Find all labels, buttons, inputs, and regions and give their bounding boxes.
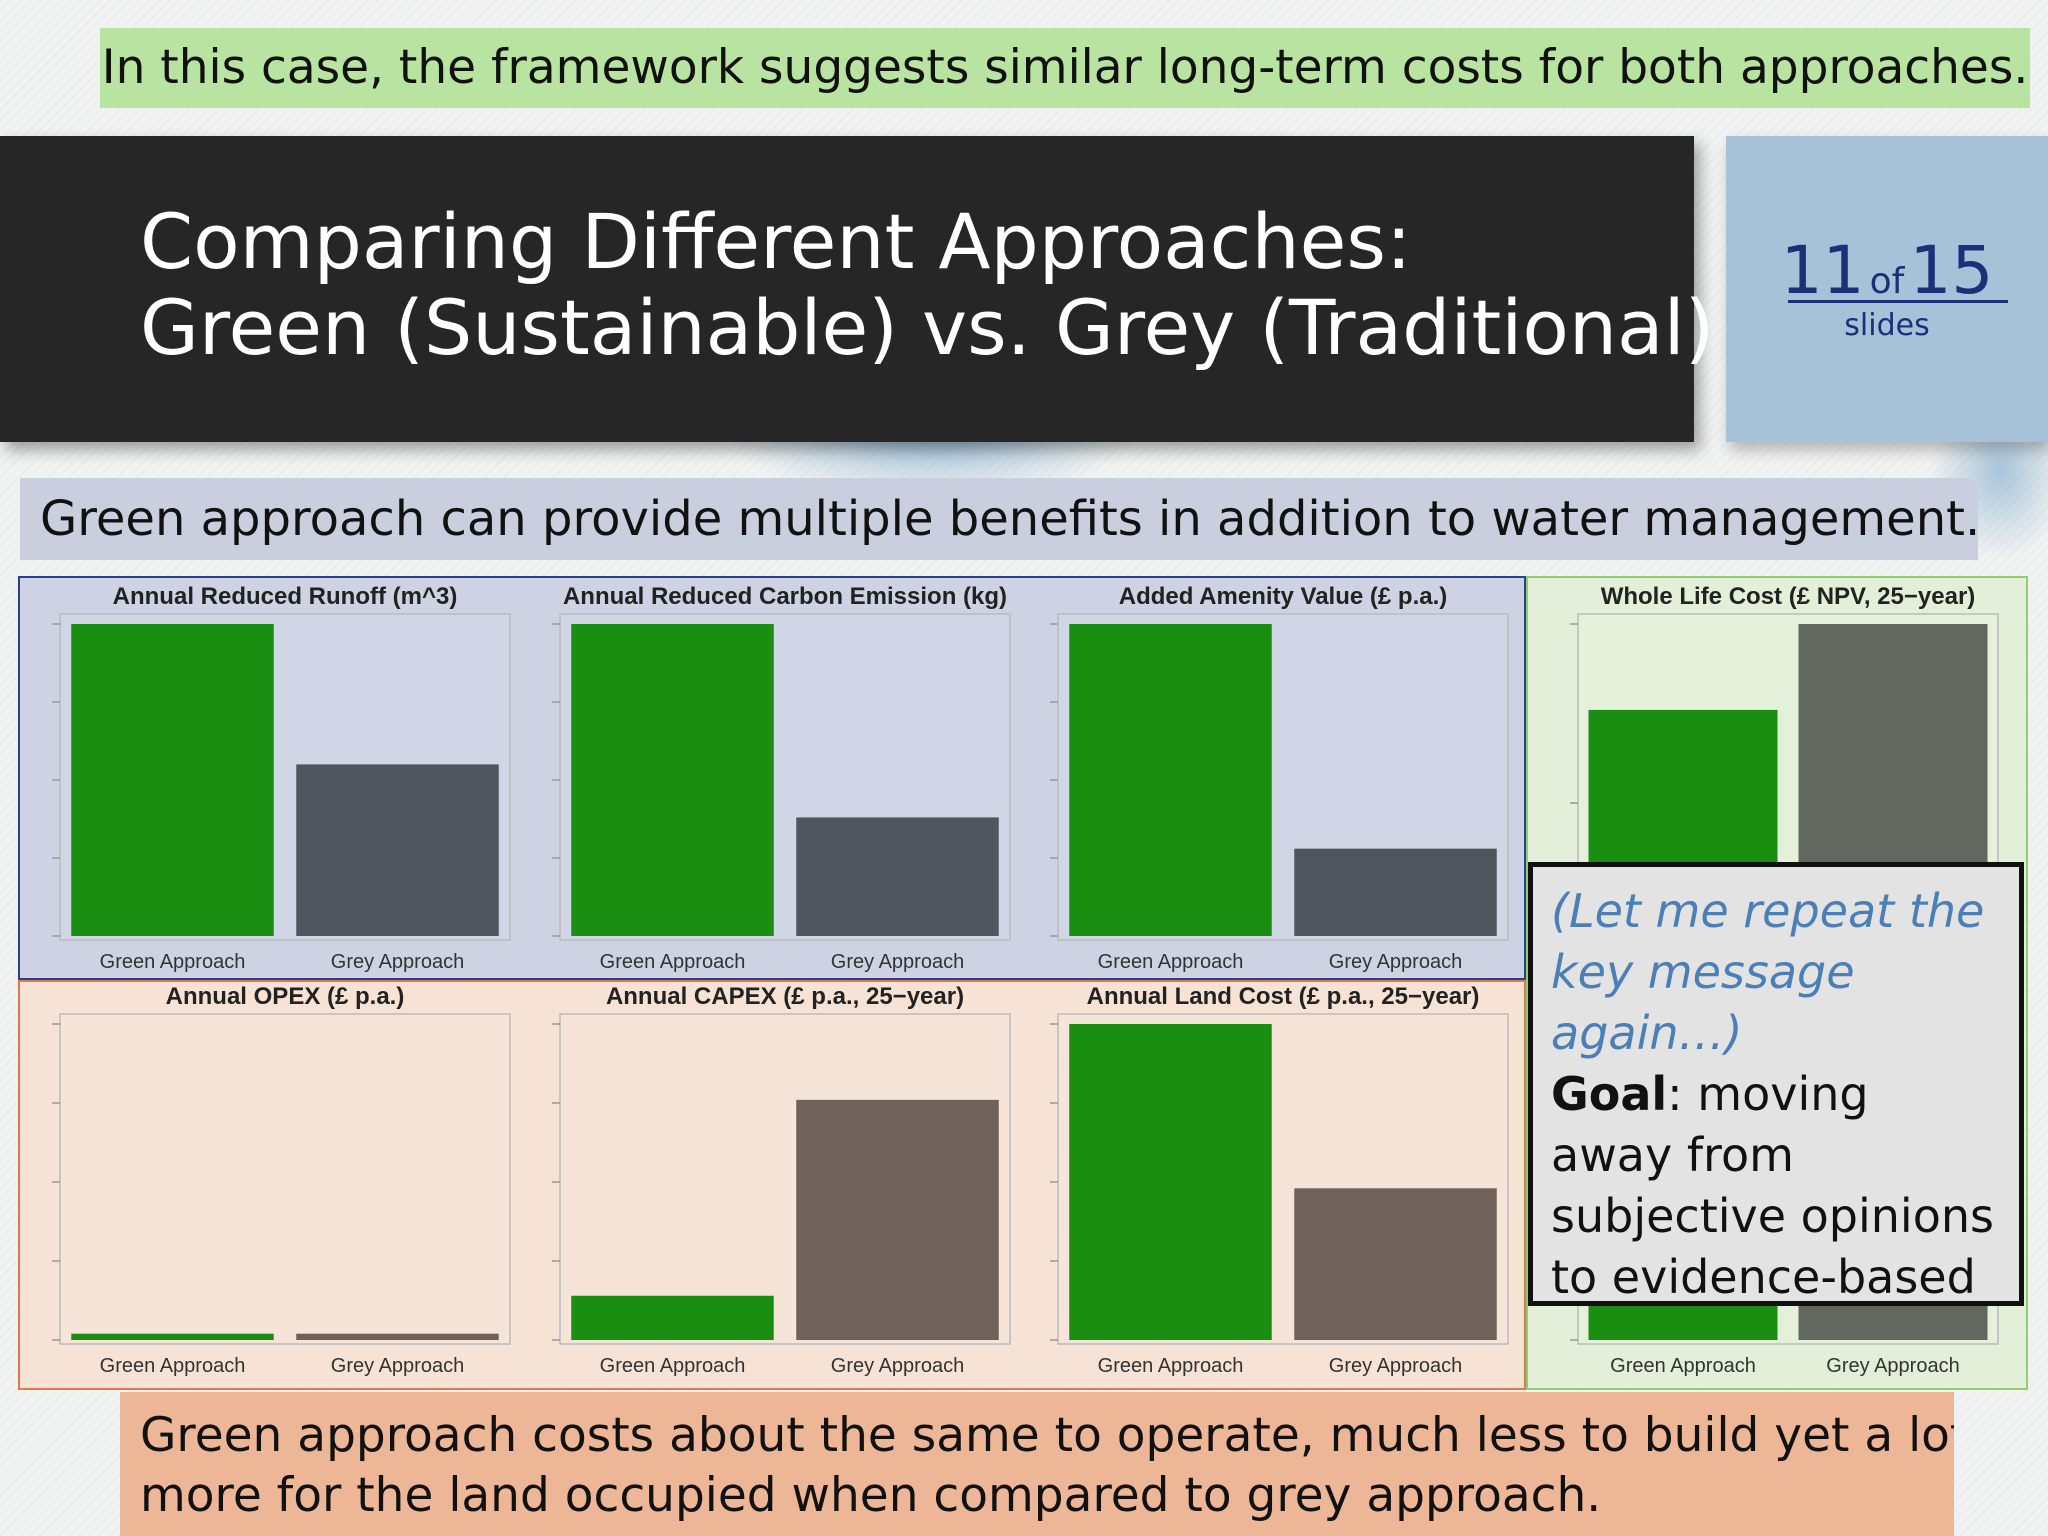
- callout-italic-line-2: key message again…): [1551, 945, 1855, 1060]
- chart-frame: [59, 1013, 511, 1345]
- chart-bar: [71, 1333, 274, 1340]
- chart-category-label: Grey Approach: [1826, 1355, 1959, 1377]
- callout-italic-line-1: (Let me repeat the: [1551, 884, 1985, 938]
- chart-title: Annual Reduced Runoff (m^3): [113, 583, 458, 610]
- chart-bar: [796, 1099, 999, 1340]
- callout-goal-text: : moving away from subjective opinions t…: [1551, 1067, 1994, 1304]
- chart-category-label: Grey Approach: [831, 951, 964, 973]
- page-title-line-2: Green (Sustainable) vs. Grey (Traditiona…: [140, 283, 1715, 372]
- chart-title: Annual CAPEX (£ p.a., 25−year): [606, 983, 964, 1010]
- chart-category-label: Grey Approach: [331, 951, 464, 973]
- title-bar: Comparing Different Approaches: Green (S…: [0, 136, 1714, 442]
- chart-bar: [571, 1295, 774, 1340]
- slide-current: 11: [1780, 232, 1865, 309]
- top-banner: In this case, the framework suggests sim…: [100, 28, 2030, 108]
- slide-total: 15: [1909, 232, 1994, 309]
- chart-bar: [796, 817, 999, 936]
- chart-category-label: Grey Approach: [831, 1355, 964, 1377]
- chart-title: Whole Life Cost (£ NPV, 25−year): [1601, 583, 1976, 610]
- chart-bar: [1069, 624, 1272, 936]
- slide-counter-number: 11 of 15: [1726, 232, 2048, 309]
- chart-category-label: Green Approach: [600, 1355, 746, 1377]
- key-message-callout: (Let me repeat the key message again…) G…: [1528, 862, 2024, 1306]
- chart-bar: [296, 1333, 499, 1340]
- callout-goal: Goal: moving away from subjective opinio…: [1551, 1064, 2001, 1304]
- benefits-banner: Green approach can provide multiple bene…: [20, 478, 1978, 560]
- chart-category-label: Green Approach: [1098, 1355, 1244, 1377]
- slide-counter: 11 of 15 slides: [1726, 136, 2048, 442]
- chart-category-label: Green Approach: [600, 951, 746, 973]
- slide-counter-underline: [1788, 300, 2008, 303]
- slide-counter-label: slides: [1844, 308, 1930, 343]
- chart-bar: [1069, 1024, 1272, 1340]
- chart-title: Annual Reduced Carbon Emission (kg): [563, 583, 1007, 610]
- chart-category-label: Green Approach: [100, 951, 246, 973]
- chart-category-label: Grey Approach: [1329, 951, 1462, 973]
- chart-bar: [1294, 1188, 1497, 1340]
- chart-bar: [296, 764, 499, 936]
- chart-category-label: Green Approach: [1098, 951, 1244, 973]
- callout-goal-label: Goal: [1551, 1067, 1668, 1121]
- chart-title: Annual Land Cost (£ p.a., 25−year): [1087, 983, 1480, 1010]
- page-title-line-1: Comparing Different Approaches:: [140, 197, 1412, 286]
- summary-line-1: Green approach costs about the same to o…: [140, 1408, 1954, 1463]
- chart-bar: [71, 624, 274, 936]
- chart-category-label: Green Approach: [1610, 1355, 1756, 1377]
- chart-bar: [1294, 848, 1497, 936]
- summary-banner: Green approach costs about the same to o…: [120, 1392, 1954, 1536]
- chart-category-label: Grey Approach: [331, 1355, 464, 1377]
- slide-of: of: [1869, 261, 1905, 302]
- chart-title: Added Amenity Value (£ p.a.): [1119, 583, 1448, 610]
- summary-line-2: more for the land occupied when compared…: [140, 1468, 1602, 1523]
- chart-category-label: Green Approach: [100, 1355, 246, 1377]
- chart-category-label: Grey Approach: [1329, 1355, 1462, 1377]
- chart-title: Annual OPEX (£ p.a.): [166, 983, 405, 1010]
- chart-bar: [571, 624, 774, 936]
